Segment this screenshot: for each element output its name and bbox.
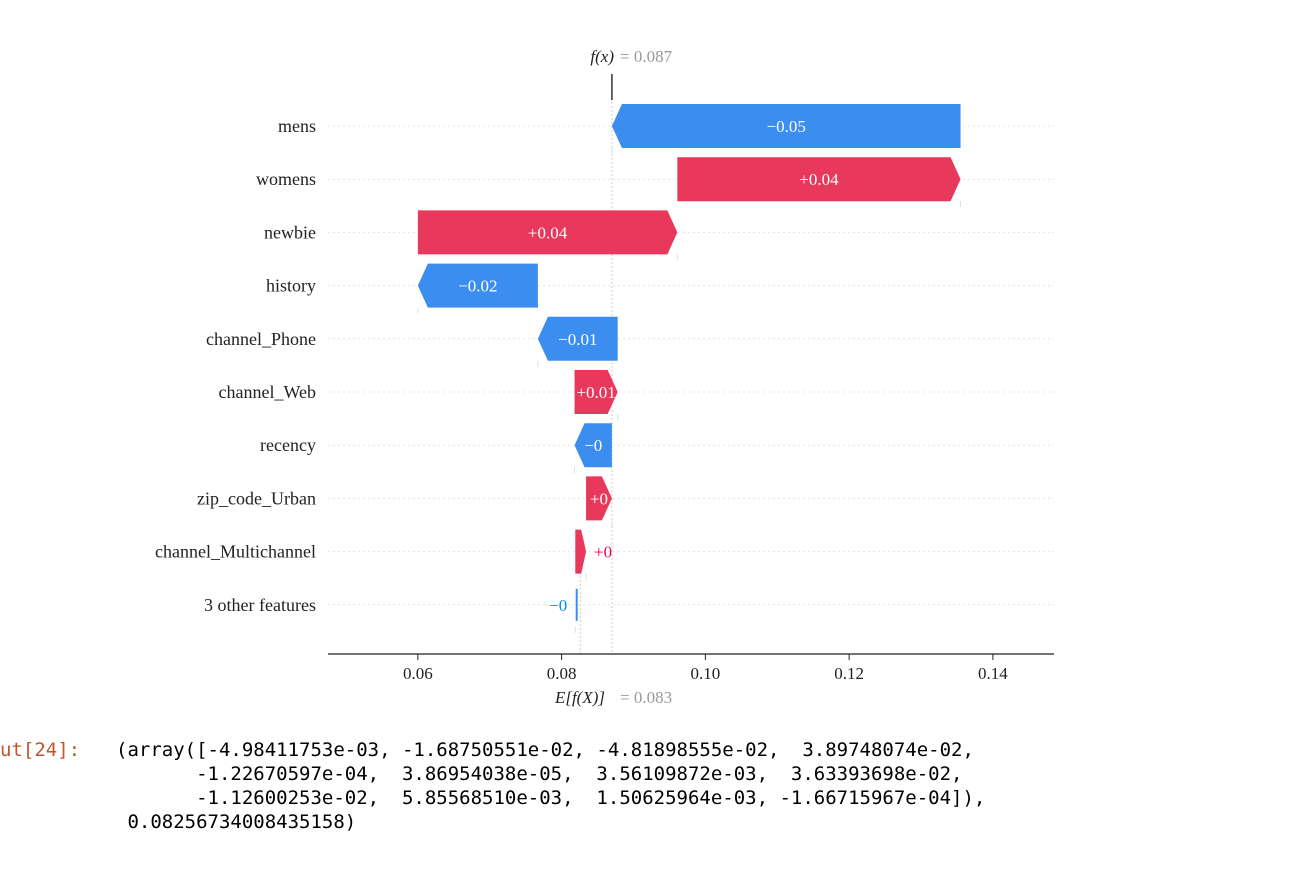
negative-bar bbox=[417, 263, 538, 308]
bar-value-label: −0.02 bbox=[458, 277, 497, 296]
bar-value-label: +0 bbox=[590, 489, 608, 508]
positive-bar bbox=[586, 476, 612, 521]
positive-bar bbox=[677, 157, 961, 202]
output-line: (array([-4.98411753e-03, -1.68750551e-02… bbox=[116, 739, 974, 761]
feature-label: channel_Multichannel bbox=[155, 542, 316, 562]
negative-bar bbox=[611, 104, 961, 148]
negative-bar bbox=[575, 588, 578, 621]
negative-bar bbox=[574, 423, 612, 468]
bar-value-label: −0.05 bbox=[767, 117, 806, 136]
positive-bar bbox=[575, 529, 587, 574]
x-axis: 0.06 0.08 0.10 0.12 0.14 bbox=[328, 653, 1054, 683]
feature-label: channel_Web bbox=[218, 382, 316, 402]
x-tick-label: 0.08 bbox=[547, 664, 577, 683]
fx-annotation: f(x) = 0.087 bbox=[590, 47, 672, 66]
output-line: -1.12600253e-02, 5.85568510e-03, 1.50625… bbox=[116, 787, 986, 809]
feature-label: mens bbox=[278, 116, 316, 136]
feature-label: recency bbox=[260, 435, 316, 455]
feature-label: newbie bbox=[264, 222, 316, 242]
x-tick-label: 0.12 bbox=[834, 664, 864, 683]
fx-value: = 0.087 bbox=[620, 47, 673, 66]
feature-label: channel_Phone bbox=[206, 329, 316, 349]
positive-bar bbox=[574, 370, 618, 414]
reference-lines bbox=[579, 74, 613, 654]
x-tick-label: 0.06 bbox=[403, 664, 433, 683]
feature-label: zip_code_Urban bbox=[197, 488, 316, 508]
positive-bar bbox=[417, 210, 678, 255]
bars: −0.05 +0.04 +0.04 −0.02 −0.01 +0.01 −0 +0 +0 −0 bbox=[417, 104, 962, 633]
feature-label: history bbox=[266, 276, 316, 296]
bar-value-label: +0.01 bbox=[576, 383, 615, 402]
feature-label: womens bbox=[256, 169, 316, 189]
x-tick-label: 0.10 bbox=[691, 664, 721, 683]
x-tick-label: 0.14 bbox=[978, 664, 1008, 683]
bar-value-label: +0.04 bbox=[528, 223, 568, 242]
output-line: -1.22670597e-04, 3.86954038e-05, 3.56109… bbox=[116, 763, 963, 785]
base-annotation: E[f(X)] = 0.083 bbox=[554, 688, 672, 707]
waterfall-chart: −0.05 +0.04 +0.04 −0.02 −0.01 +0.01 −0 +0 +0 −0 m… bbox=[155, 47, 1054, 707]
bar-value-label: −0 bbox=[549, 596, 567, 615]
feature-labels: mens womens newbie history channel_Phonechan… bbox=[155, 116, 316, 615]
cell-output: ut[24]: (array([-4.98411753e-03, -1.6875… bbox=[0, 738, 1310, 882]
base-value: = 0.083 bbox=[620, 688, 672, 707]
output-prompt: ut[24]: bbox=[0, 739, 81, 761]
output-line: 0.08256734008435158) bbox=[116, 811, 357, 833]
negative-bar bbox=[537, 316, 618, 361]
bar-value-label: −0.01 bbox=[558, 330, 597, 349]
fx-label: f(x) bbox=[590, 47, 614, 66]
feature-label: 3 other features bbox=[204, 595, 316, 615]
bar-value-label: +0.04 bbox=[799, 170, 839, 189]
bar-value-label: +0 bbox=[594, 543, 612, 562]
base-label: E[f(X)] bbox=[554, 688, 605, 707]
bar-value-label: −0 bbox=[584, 436, 602, 455]
